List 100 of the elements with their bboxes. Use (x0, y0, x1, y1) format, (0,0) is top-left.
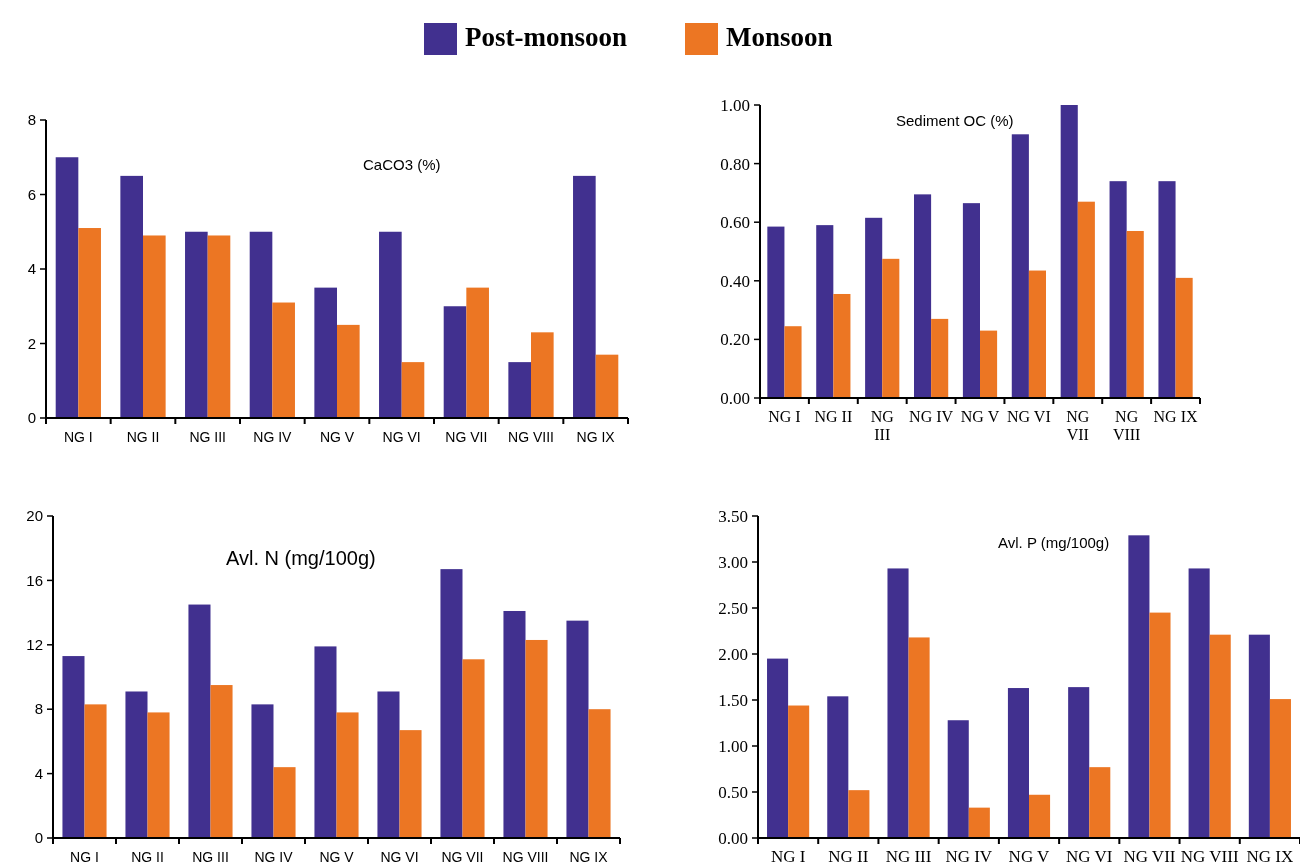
bar (1188, 568, 1210, 838)
bar (784, 326, 802, 398)
y-tick-label: 0.00 (718, 828, 748, 848)
y-tick-label: 3.50 (718, 506, 748, 526)
y-tick-label: 0.20 (720, 330, 750, 350)
y-tick-label: 20 (26, 507, 43, 525)
bar (84, 704, 107, 838)
bar (62, 656, 85, 838)
bar (865, 217, 883, 398)
bar (1028, 270, 1046, 398)
y-tick-label: 8 (27, 111, 36, 129)
bar (379, 231, 402, 418)
bar (1149, 612, 1171, 838)
bar (249, 231, 273, 418)
y-tick-label: 2.50 (718, 598, 748, 618)
y-tick-label: 2.00 (718, 644, 748, 664)
bar (1248, 634, 1270, 838)
bar (588, 709, 611, 838)
bar (1029, 794, 1051, 838)
bar (377, 691, 400, 838)
bar (595, 354, 619, 418)
bar (882, 258, 900, 398)
bar (1089, 767, 1111, 838)
y-tick-label: 0.40 (720, 271, 750, 291)
x-tick-label: NG VII (1066, 408, 1090, 443)
y-tick-label: 3.00 (718, 552, 748, 572)
bar (314, 287, 337, 418)
bar (962, 203, 980, 398)
bar (525, 639, 548, 838)
bar (210, 685, 233, 838)
y-tick-label: 16 (26, 571, 43, 589)
text: CaCO3 (%) (363, 156, 441, 173)
y-tick-label: 2 (27, 334, 36, 352)
bar (848, 790, 870, 838)
bar (968, 807, 990, 838)
bar (1126, 230, 1144, 398)
bar (908, 637, 930, 838)
legend-label: Monsoon (726, 22, 833, 52)
text: Avl. P (mg/100g) (998, 534, 1110, 551)
bar (401, 362, 425, 418)
legend-label: Post-monsoon (465, 22, 628, 52)
bar (980, 330, 998, 398)
x-tick-label: NG III (870, 408, 895, 443)
x-tick-label: NG II (131, 849, 164, 863)
y-tick-label: 1.00 (718, 736, 748, 756)
bar (816, 225, 834, 398)
y-tick-label: 4 (34, 764, 43, 782)
bar (462, 659, 485, 838)
text: Sediment OC (%) (896, 112, 1014, 129)
x-tick-label: NG VII (445, 429, 488, 445)
bar (125, 691, 148, 838)
y-tick-label: 0.50 (718, 782, 748, 802)
bar (272, 302, 295, 418)
bar (336, 712, 359, 838)
bar (1158, 181, 1176, 398)
bar (55, 157, 79, 418)
bar (1209, 634, 1231, 838)
x-tick-label: NG V (319, 429, 355, 445)
bar (531, 332, 554, 418)
text: Avl. N (mg/100g) (226, 547, 376, 569)
x-tick-label: NG V (319, 849, 355, 863)
x-tick-label: NG VIII (1180, 847, 1239, 863)
bar (914, 194, 932, 398)
x-tick-label: NG IX (569, 849, 609, 863)
x-tick-label: NG VIII (502, 849, 549, 863)
y-tick-label: 6 (27, 185, 36, 203)
x-tick-label: NG V (960, 408, 1000, 425)
x-tick-label: NG VIII (508, 429, 554, 445)
x-tick-label: NG VI (1066, 847, 1113, 863)
bar (1175, 277, 1193, 398)
bar (566, 620, 589, 838)
y-tick-label: 12 (26, 636, 43, 654)
x-tick-label: NG II (126, 429, 160, 445)
bar (931, 318, 949, 398)
bar (1007, 688, 1029, 838)
y-tick-label: 0.80 (720, 154, 750, 174)
bar (143, 235, 166, 418)
x-tick-label: NG III (192, 849, 229, 863)
bar (887, 568, 909, 838)
bar (251, 704, 274, 838)
bar (78, 228, 101, 418)
x-tick-label: NG VI (382, 429, 421, 445)
bar (1109, 181, 1127, 398)
x-tick-label: NG I (70, 849, 99, 863)
bar (399, 730, 422, 838)
bar (1068, 687, 1090, 838)
bar (337, 324, 360, 418)
y-tick-label: 0.00 (720, 388, 750, 408)
bar (1060, 105, 1078, 398)
y-tick-label: 8 (34, 700, 43, 718)
y-tick-label: 1.00 (720, 95, 750, 115)
bar (833, 293, 851, 398)
bar (767, 226, 785, 398)
bar (788, 705, 810, 838)
x-tick-label: NG VII (441, 849, 484, 863)
y-tick-label: 0 (27, 409, 36, 427)
bar (207, 235, 231, 418)
bar (185, 231, 208, 418)
y-tick-label: 1.50 (718, 690, 748, 710)
bar (443, 306, 467, 418)
